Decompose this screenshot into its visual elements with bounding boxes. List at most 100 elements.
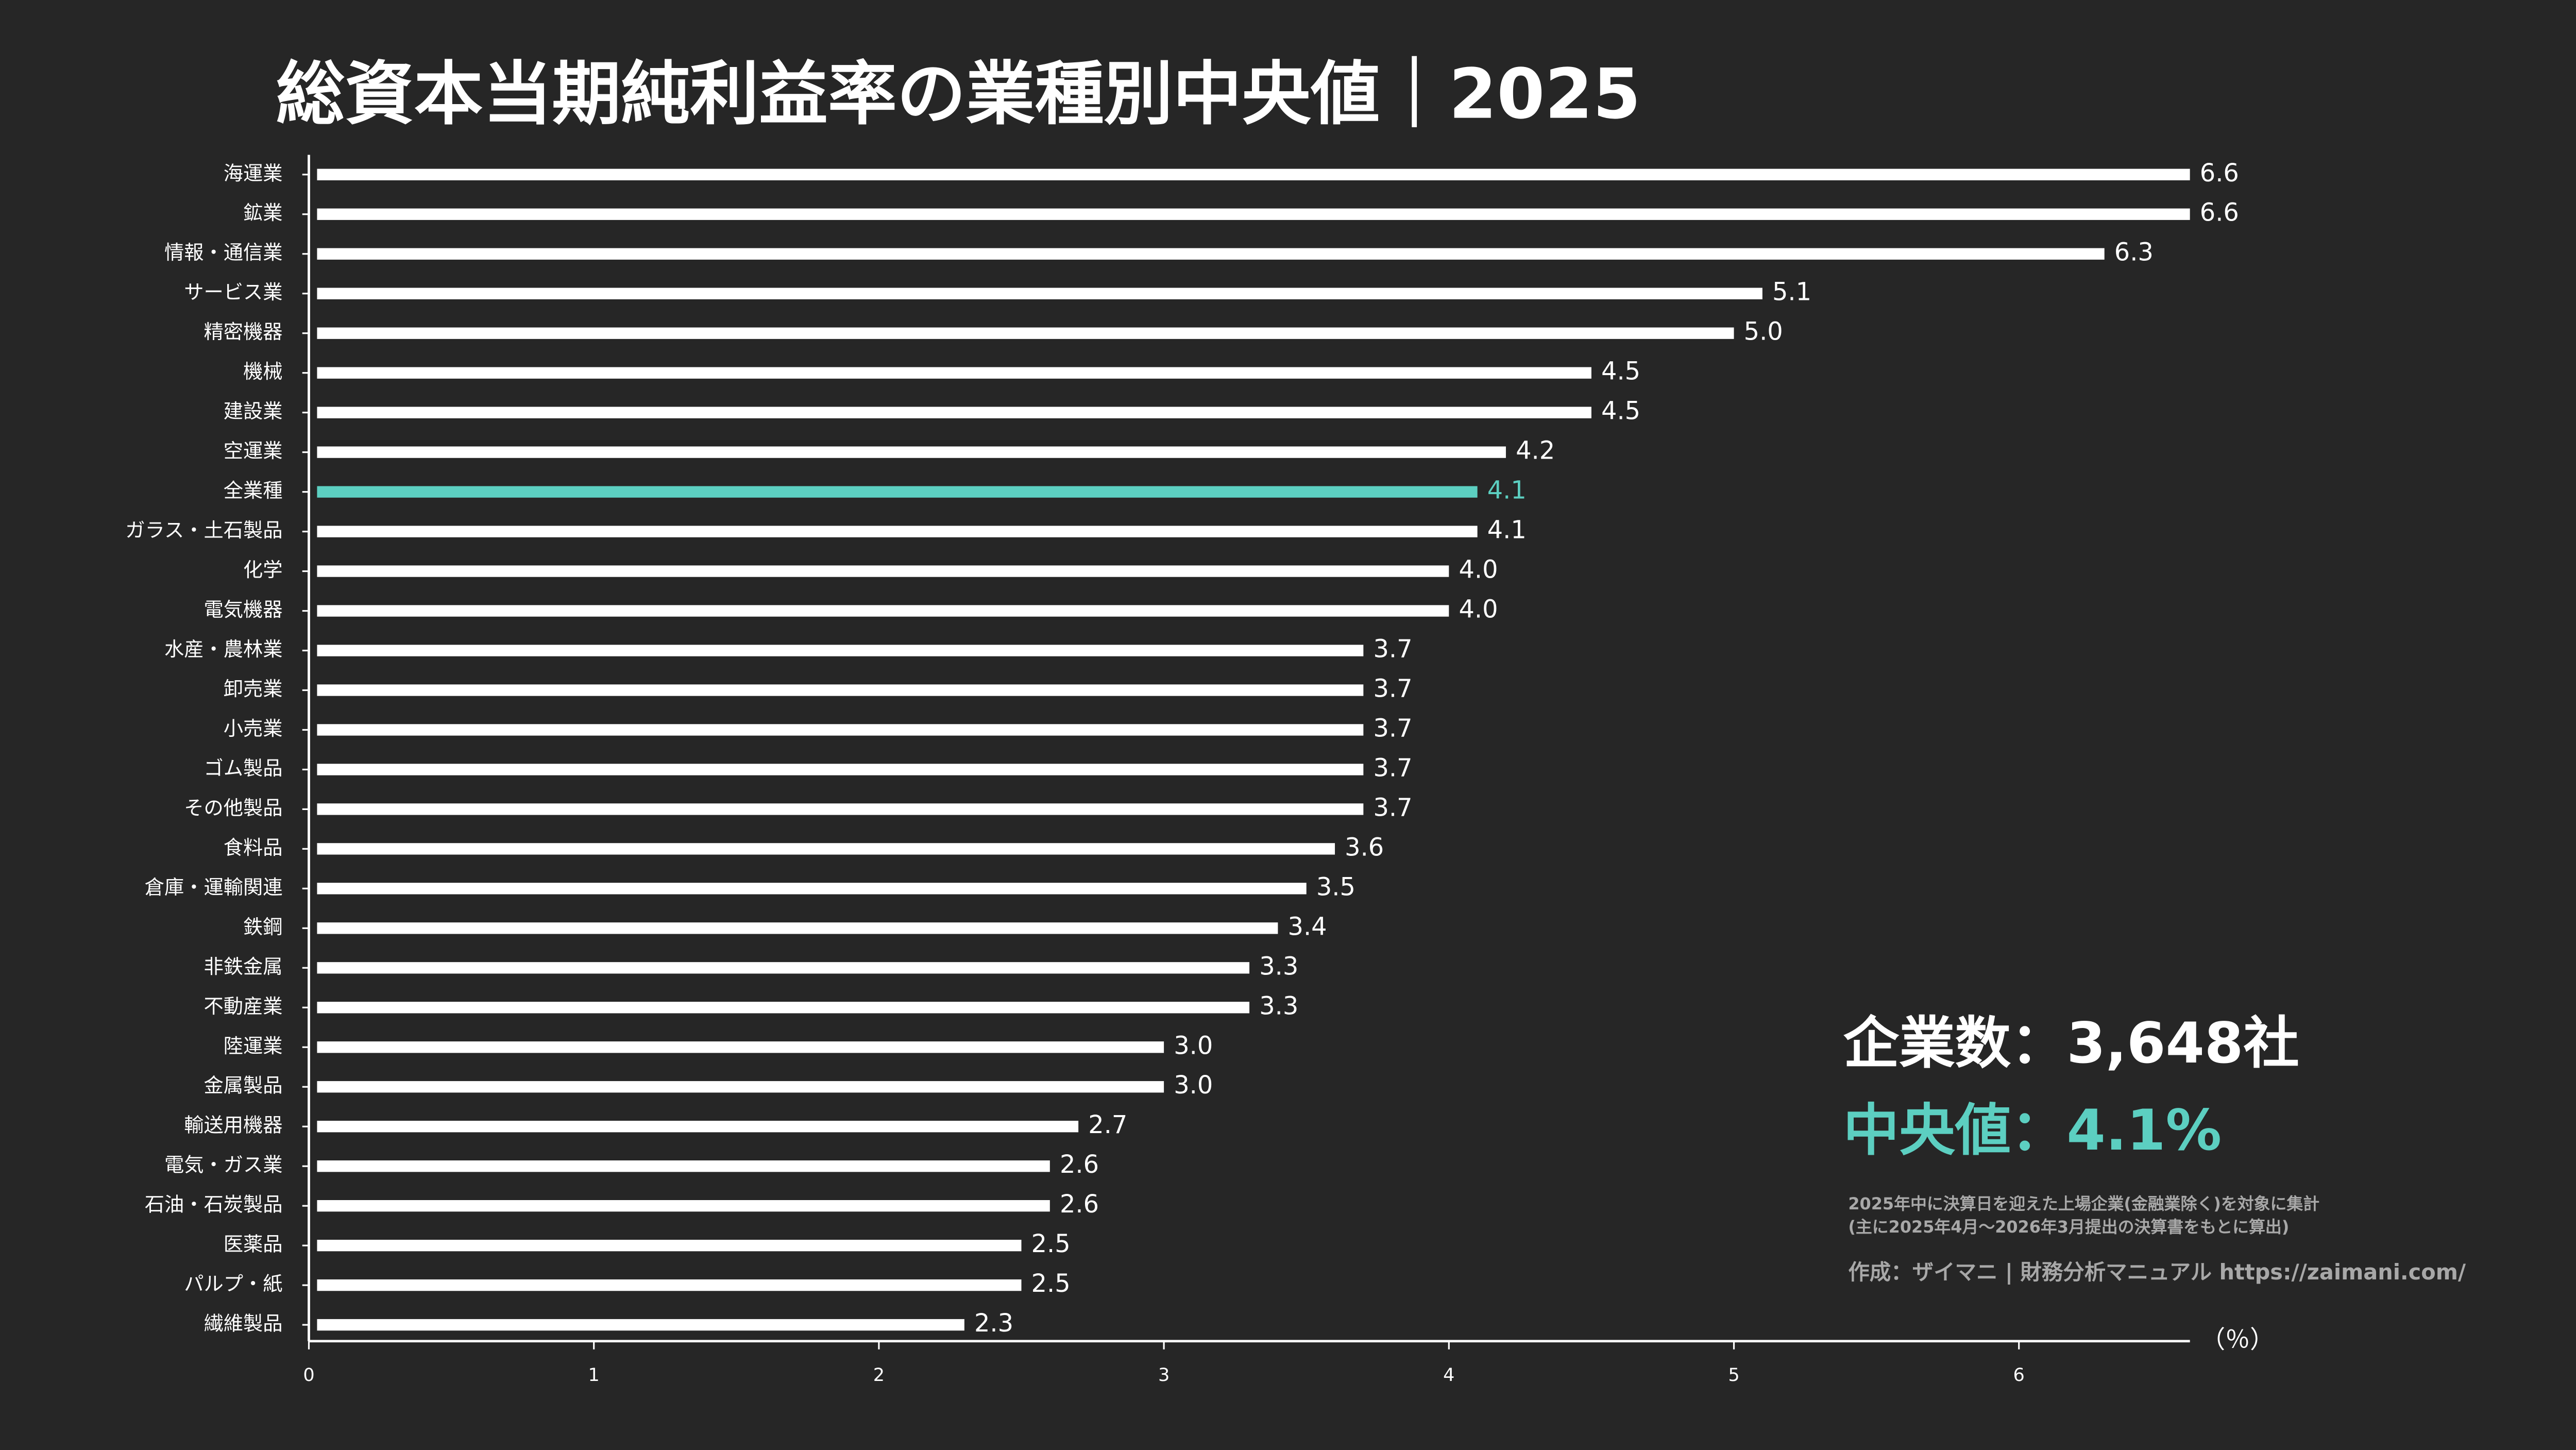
bar xyxy=(317,605,1449,617)
x-axis-label: （％） xyxy=(2200,1326,2275,1354)
bar xyxy=(317,208,2190,220)
value-label: 6.6 xyxy=(2200,159,2239,188)
bar xyxy=(317,1121,1079,1133)
value-label: 2.3 xyxy=(974,1309,1013,1338)
bar xyxy=(317,1160,1050,1172)
bar xyxy=(317,803,1364,815)
value-label: 2.5 xyxy=(1031,1230,1071,1258)
value-label: 3.7 xyxy=(1373,794,1412,822)
bar xyxy=(317,327,1734,339)
y-tick-label: 卸売業 xyxy=(224,678,283,701)
y-tick-label: 倉庫・運輸関連 xyxy=(145,876,283,899)
bar xyxy=(317,407,1591,418)
value-label: 4.5 xyxy=(1601,397,1640,426)
annotation: 企業数：3,648社 xyxy=(1843,1010,2299,1076)
value-label: 6.3 xyxy=(2114,239,2154,267)
value-label: 2.7 xyxy=(1088,1111,1127,1139)
y-tick-label: ゴム製品 xyxy=(204,757,282,780)
value-label: 4.5 xyxy=(1601,358,1640,386)
x-tick-label: 0 xyxy=(303,1364,314,1386)
y-tick-label: 金属製品 xyxy=(204,1074,282,1098)
y-tick-label: ガラス・土石製品 xyxy=(125,519,282,542)
value-label: 6.6 xyxy=(2200,199,2239,227)
x-tick-label: 4 xyxy=(1443,1364,1454,1386)
value-label: 3.0 xyxy=(1174,1032,1213,1060)
y-tick-label: パルプ・紙 xyxy=(184,1273,282,1296)
value-label: 3.7 xyxy=(1373,714,1412,743)
value-label: 2.5 xyxy=(1031,1270,1071,1298)
y-tick-label: 電気・ガス業 xyxy=(164,1154,282,1177)
bar xyxy=(317,724,1364,736)
bar xyxy=(317,962,1250,974)
y-tick-label: 鉄鋼 xyxy=(243,916,283,939)
bar xyxy=(317,168,2190,180)
y-tick-label: 医薬品 xyxy=(224,1233,283,1256)
value-label: 3.4 xyxy=(1288,913,1327,941)
note: (主に2025年4月～2026年3月提出の決算書をもとに算出) xyxy=(1848,1217,2289,1237)
value-label: 3.6 xyxy=(1345,833,1384,862)
bar xyxy=(317,288,1762,299)
x-tick-label: 6 xyxy=(2013,1364,2025,1386)
y-tick-label: その他製品 xyxy=(184,797,282,820)
x-tick-label: 2 xyxy=(873,1364,885,1386)
bar xyxy=(317,367,1591,379)
value-label: 3.7 xyxy=(1373,675,1412,703)
y-tick-label: 陸運業 xyxy=(224,1035,283,1058)
y-tick-label: 非鉄金属 xyxy=(204,955,282,979)
value-label: 4.0 xyxy=(1459,596,1498,624)
y-tick-label: 石油・石炭製品 xyxy=(145,1193,283,1217)
y-tick-label: 不動産業 xyxy=(204,995,282,1018)
y-tick-label: 鉱業 xyxy=(243,201,283,225)
x-tick-label: 3 xyxy=(1158,1364,1170,1386)
bar xyxy=(317,565,1449,577)
y-tick-label: 輸送用機器 xyxy=(184,1114,282,1137)
bar xyxy=(317,883,1307,895)
bar xyxy=(317,1279,1022,1291)
bar xyxy=(317,1041,1164,1053)
value-label: 2.6 xyxy=(1060,1190,1099,1219)
value-label: 5.0 xyxy=(1744,318,1783,346)
bar xyxy=(317,486,1478,498)
y-tick-label: 建設業 xyxy=(224,400,283,423)
bar xyxy=(317,248,2105,260)
y-tick-label: 食料品 xyxy=(224,836,283,859)
x-tick-label: 1 xyxy=(588,1364,600,1386)
y-tick-label: 繊維製品 xyxy=(204,1312,282,1336)
value-label: 5.1 xyxy=(1772,278,1811,307)
bar xyxy=(317,446,1506,458)
bar xyxy=(317,764,1364,775)
note: 2025年中に決算日を迎えた上場企業(金融業除く)を対象に集計 xyxy=(1848,1194,2319,1213)
y-tick-label: 水産・農林業 xyxy=(164,638,282,661)
value-label: 2.6 xyxy=(1060,1151,1099,1179)
y-tick-label: サービス業 xyxy=(184,281,282,304)
bar xyxy=(317,645,1364,656)
chart-title: 総資本当期純利益率の業種別中央値｜2025 xyxy=(276,54,1641,134)
bar xyxy=(317,1081,1164,1093)
value-label: 3.0 xyxy=(1174,1071,1213,1100)
value-label: 4.1 xyxy=(1487,477,1527,505)
y-tick-label: 全業種 xyxy=(224,479,283,502)
y-tick-label: 電気機器 xyxy=(204,598,282,621)
y-tick-label: 海運業 xyxy=(224,162,283,185)
bar xyxy=(317,1002,1250,1014)
value-label: 4.1 xyxy=(1487,516,1527,545)
y-tick-label: 情報・通信業 xyxy=(164,241,282,264)
bar xyxy=(317,843,1335,855)
bar xyxy=(317,922,1278,934)
value-label: 4.0 xyxy=(1459,556,1498,584)
credit: 作成：ザイマニ | 財務分析マニュアル https://zaimani.com/ xyxy=(1848,1260,2466,1285)
bar xyxy=(317,1239,1022,1252)
y-tick-label: 化学 xyxy=(243,559,283,582)
annotation: 中央値：4.1% xyxy=(1843,1098,2222,1163)
bar xyxy=(317,526,1478,537)
value-label: 4.2 xyxy=(1516,437,1555,465)
y-tick-label: 機械 xyxy=(243,360,283,383)
value-label: 3.3 xyxy=(1259,952,1298,981)
value-label: 3.3 xyxy=(1259,992,1298,1020)
bar xyxy=(317,1200,1050,1212)
y-tick-label: 精密機器 xyxy=(204,321,282,344)
value-label: 3.5 xyxy=(1316,873,1355,901)
x-tick-label: 5 xyxy=(1728,1364,1739,1386)
